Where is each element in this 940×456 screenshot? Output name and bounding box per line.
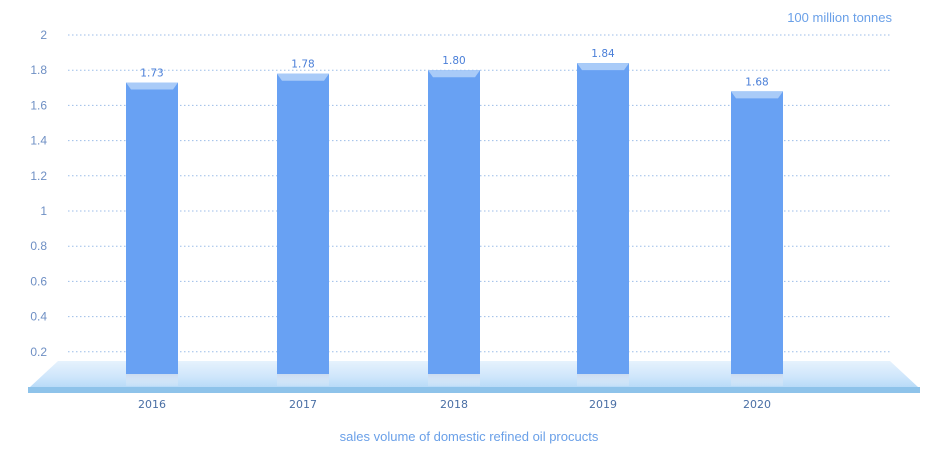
x-tick-label: 2018 [440, 398, 468, 411]
bar-2018 [428, 70, 480, 386]
bar-body [577, 63, 629, 374]
bar-top [577, 63, 629, 71]
y-tick-label: 1.4 [30, 134, 47, 148]
x-tick-label: 2020 [743, 398, 771, 411]
data-label: 1.84 [591, 48, 615, 60]
bar-2019 [577, 63, 629, 386]
x-axis-label: sales volume of domestic refined oil pro… [340, 429, 599, 444]
y-tick-label: 0.6 [30, 274, 47, 288]
x-tick-label: 2019 [589, 398, 617, 411]
data-label: 1.80 [442, 55, 465, 67]
bar-2016 [126, 82, 178, 386]
y-tick-label: 2 [40, 28, 47, 42]
bar-shadow [126, 374, 178, 386]
bar-body [428, 70, 480, 374]
bar-body [731, 91, 783, 374]
x-tick-label: 2016 [138, 398, 166, 411]
data-label: 1.73 [140, 68, 163, 80]
bar-shadow [277, 374, 329, 386]
bar-top [428, 70, 480, 78]
y-tick-label: 1.8 [30, 63, 47, 77]
data-label: 1.78 [291, 59, 314, 71]
unit-label: 100 million tonnes [787, 10, 892, 25]
bar-top [277, 73, 329, 81]
x-axis-ticks: 2016 2017 2018 2019 2020 [138, 398, 771, 411]
y-tick-label: 1 [40, 204, 47, 218]
bar-top [126, 82, 178, 90]
bar-2017 [277, 73, 329, 386]
data-labels: 1.73 1.78 1.80 1.84 1.68 [140, 48, 768, 88]
bar-shadow [731, 374, 783, 386]
bar-body [277, 73, 329, 374]
bar-body [126, 82, 178, 375]
bar-shadow [428, 374, 480, 386]
x-tick-label: 2017 [289, 398, 317, 411]
y-tick-label: 1.2 [30, 169, 47, 183]
y-tick-label: 0.2 [30, 345, 47, 359]
y-axis-ticks: 0.2 0.4 0.6 0.8 1 1.2 1.4 1.6 1.8 2 [30, 28, 47, 359]
bar-top [731, 91, 783, 99]
y-tick-label: 0.4 [30, 310, 47, 324]
floor-front [28, 387, 920, 393]
bars [126, 63, 783, 386]
y-tick-label: 1.6 [30, 98, 47, 112]
bar-shadow [577, 374, 629, 386]
bar-2020 [731, 91, 783, 386]
data-label: 1.68 [745, 76, 768, 88]
y-tick-label: 0.8 [30, 239, 47, 253]
